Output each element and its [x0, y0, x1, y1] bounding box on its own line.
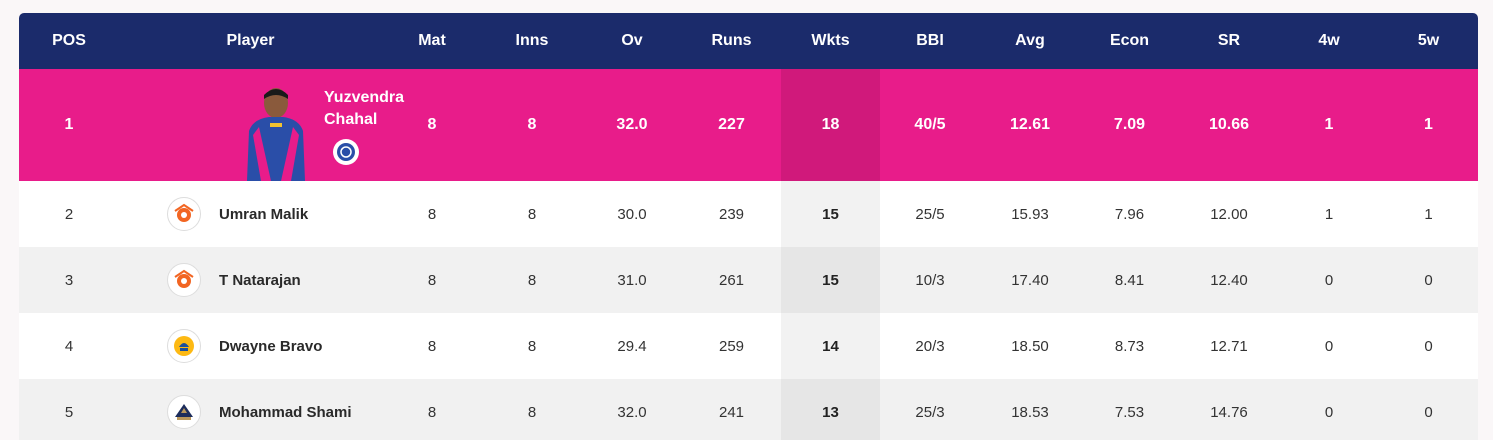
inns-cell: 8 — [527, 271, 537, 289]
col-econ[interactable]: Econ — [1109, 32, 1150, 49]
econ-cell: 7.53 — [1114, 403, 1145, 421]
player-name[interactable]: Dwayne Bravo — [219, 337, 323, 355]
4w-cell: 0 — [1324, 337, 1334, 355]
bbi-cell: 25/3 — [915, 403, 945, 421]
mat-cell: 8 — [427, 337, 437, 355]
wkts-cell: 13 — [781, 379, 880, 440]
pos-cell: 4 — [64, 337, 74, 355]
sr-cell: 12.00 — [1210, 205, 1248, 223]
runs-cell: 241 — [718, 403, 745, 421]
pos-cell: 2 — [64, 205, 74, 223]
bbi-cell: 25/5 — [915, 205, 945, 223]
player-name[interactable]: Umran Malik — [219, 205, 309, 223]
runs-cell: 239 — [718, 205, 745, 223]
leader-row[interactable]: 1 Yuzvendra Chahal 8 8 32.0 227 18 40/5 … — [19, 69, 1478, 181]
avg-cell: 17.40 — [1011, 271, 1049, 289]
bbi-cell: 40/5 — [914, 116, 946, 133]
chennai-super-kings-logo-icon — [167, 329, 201, 363]
sr-cell: 12.71 — [1210, 337, 1248, 355]
player-name[interactable]: Mohammad Shami — [219, 403, 352, 421]
pos-cell: 1 — [64, 116, 74, 133]
player-photo — [247, 88, 305, 181]
table-row[interactable]: 5 Mohammad Shami 8 8 32.0 241 13 25/3 18… — [19, 379, 1478, 440]
col-runs[interactable]: Runs — [711, 32, 752, 49]
inns-cell: 8 — [527, 337, 537, 355]
table-header: POS Player Mat Inns Ov Runs Wkts BBI Avg… — [19, 13, 1478, 69]
player-cell[interactable]: Yuzvendra Chahal — [119, 69, 404, 181]
player-cell[interactable]: T Natarajan — [119, 247, 382, 313]
sunrisers-hyderabad-logo-icon — [167, 197, 201, 231]
stats-table: POS Player Mat Inns Ov Runs Wkts BBI Avg… — [19, 13, 1478, 440]
col-avg[interactable]: Avg — [1015, 32, 1045, 49]
player-name-first: Yuzvendra — [324, 89, 405, 106]
ov-cell: 31.0 — [617, 271, 647, 289]
table-row[interactable]: 4 Dwayne Bravo 8 8 29.4 259 14 20/3 18.5… — [19, 313, 1478, 379]
wkts-cell: 14 — [781, 313, 880, 379]
col-wkts[interactable]: Wkts — [811, 32, 850, 49]
sr-cell: 10.66 — [1208, 116, 1250, 133]
col-4w[interactable]: 4w — [1318, 32, 1340, 49]
4w-cell: 1 — [1324, 205, 1334, 223]
4w-cell: 0 — [1324, 271, 1334, 289]
sunrisers-hyderabad-logo-icon — [167, 263, 201, 297]
inns-cell: 8 — [527, 116, 537, 133]
pos-cell: 5 — [64, 403, 74, 421]
player-name-last: Chahal — [324, 111, 378, 128]
4w-cell: 1 — [1324, 116, 1334, 133]
5w-cell: 0 — [1424, 337, 1433, 355]
mat-cell: 8 — [427, 271, 437, 289]
wkts-cell: 15 — [781, 181, 880, 247]
bbi-cell: 20/3 — [915, 337, 945, 355]
inns-cell: 8 — [527, 205, 537, 223]
5w-cell: 0 — [1424, 271, 1433, 289]
col-mat[interactable]: Mat — [418, 32, 446, 49]
col-bbi[interactable]: BBI — [916, 32, 944, 49]
col-5w[interactable]: 5w — [1417, 32, 1440, 49]
player-cell[interactable]: Mohammad Shami — [119, 379, 382, 440]
col-player[interactable]: Player — [226, 32, 275, 49]
avg-cell: 18.53 — [1011, 403, 1049, 421]
avg-cell: 12.61 — [1009, 116, 1051, 133]
table-row[interactable]: 2 Umran Malik 8 8 30.0 239 15 25/5 15.93… — [19, 181, 1478, 247]
econ-cell: 8.41 — [1114, 271, 1145, 289]
col-ov[interactable]: Ov — [621, 32, 643, 49]
col-pos[interactable]: POS — [52, 32, 86, 49]
pos-cell: 3 — [64, 271, 74, 289]
player-cell[interactable]: Umran Malik — [119, 181, 382, 247]
avg-cell: 18.50 — [1011, 337, 1049, 355]
wkts-cell: 15 — [781, 247, 880, 313]
sr-cell: 14.76 — [1210, 403, 1248, 421]
mat-cell: 8 — [427, 403, 437, 421]
inns-cell: 8 — [527, 403, 537, 421]
avg-cell: 15.93 — [1011, 205, 1049, 223]
player-name[interactable]: T Natarajan — [219, 271, 301, 289]
runs-cell: 261 — [718, 271, 745, 289]
sr-cell: 12.40 — [1210, 271, 1248, 289]
4w-cell: 0 — [1324, 403, 1334, 421]
econ-cell: 8.73 — [1114, 337, 1145, 355]
wkts-cell: 18 — [781, 69, 880, 181]
gujarat-titans-logo-icon — [167, 395, 201, 429]
player-name[interactable]: Yuzvendra Chahal — [324, 87, 404, 131]
runs-cell: 227 — [718, 116, 745, 133]
col-sr[interactable]: SR — [1217, 32, 1241, 49]
mat-cell: 8 — [427, 205, 437, 223]
5w-cell: 1 — [1424, 116, 1433, 133]
col-inns[interactable]: Inns — [515, 32, 549, 49]
table-row[interactable]: 3 T Natarajan 8 8 31.0 261 15 10/3 17.40… — [19, 247, 1478, 313]
5w-cell: 0 — [1424, 403, 1433, 421]
ov-cell: 32.0 — [616, 116, 648, 133]
mat-cell: 8 — [427, 116, 437, 133]
player-cell[interactable]: Dwayne Bravo — [119, 313, 382, 379]
5w-cell: 1 — [1424, 205, 1433, 223]
ov-cell: 32.0 — [617, 403, 647, 421]
runs-cell: 259 — [718, 337, 745, 355]
ov-cell: 29.4 — [617, 337, 647, 355]
ov-cell: 30.0 — [617, 205, 647, 223]
econ-cell: 7.09 — [1113, 116, 1146, 133]
bbi-cell: 10/3 — [915, 271, 945, 289]
econ-cell: 7.96 — [1114, 205, 1145, 223]
rajasthan-royals-logo-icon — [333, 139, 359, 165]
